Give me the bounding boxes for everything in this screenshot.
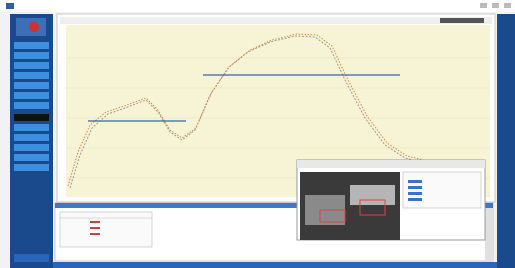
window-button[interactable] (504, 3, 511, 8)
table-cell-mark (90, 221, 100, 223)
nav-button[interactable] (14, 72, 49, 79)
page: {} html, body { margin: 0; padding: 0; w… (0, 0, 515, 268)
camera-table-cell (408, 180, 422, 183)
nav-button[interactable] (14, 164, 49, 171)
results-table (60, 212, 152, 247)
camera-table-cell (408, 186, 422, 189)
status-bar (53, 262, 497, 268)
body (0, 0, 515, 268)
camera-table-cell (408, 192, 422, 195)
window-button[interactable] (492, 3, 499, 8)
nav-button[interactable] (14, 92, 49, 99)
nav-button[interactable] (14, 102, 49, 109)
screen (0, 0, 515, 268)
table-cell-mark (90, 233, 100, 235)
toolbar-icons[interactable] (440, 18, 484, 23)
camera-table (403, 172, 481, 208)
nav-button[interactable] (14, 124, 49, 131)
right-strip (497, 14, 515, 268)
window-button[interactable] (480, 3, 487, 8)
nav-button[interactable] (14, 134, 49, 141)
table-cell-mark (90, 227, 100, 229)
nav-button[interactable] (14, 144, 49, 151)
nav-button[interactable] (14, 52, 49, 59)
scrollbar[interactable] (485, 208, 493, 261)
camera-image-detail (350, 185, 395, 205)
nav-button[interactable] (14, 154, 49, 161)
camera-window-title-bar (297, 160, 485, 168)
chart-toolbar (60, 17, 492, 24)
nav-button-active[interactable] (14, 114, 49, 121)
app-icon (6, 3, 14, 9)
logo-mark (29, 22, 39, 32)
camera-table-cell (408, 198, 422, 201)
nav-button[interactable] (14, 42, 49, 49)
nav-button[interactable] (14, 62, 49, 69)
title-bar (0, 0, 515, 12)
nav-button[interactable] (14, 82, 49, 89)
footer-button[interactable] (14, 254, 49, 262)
